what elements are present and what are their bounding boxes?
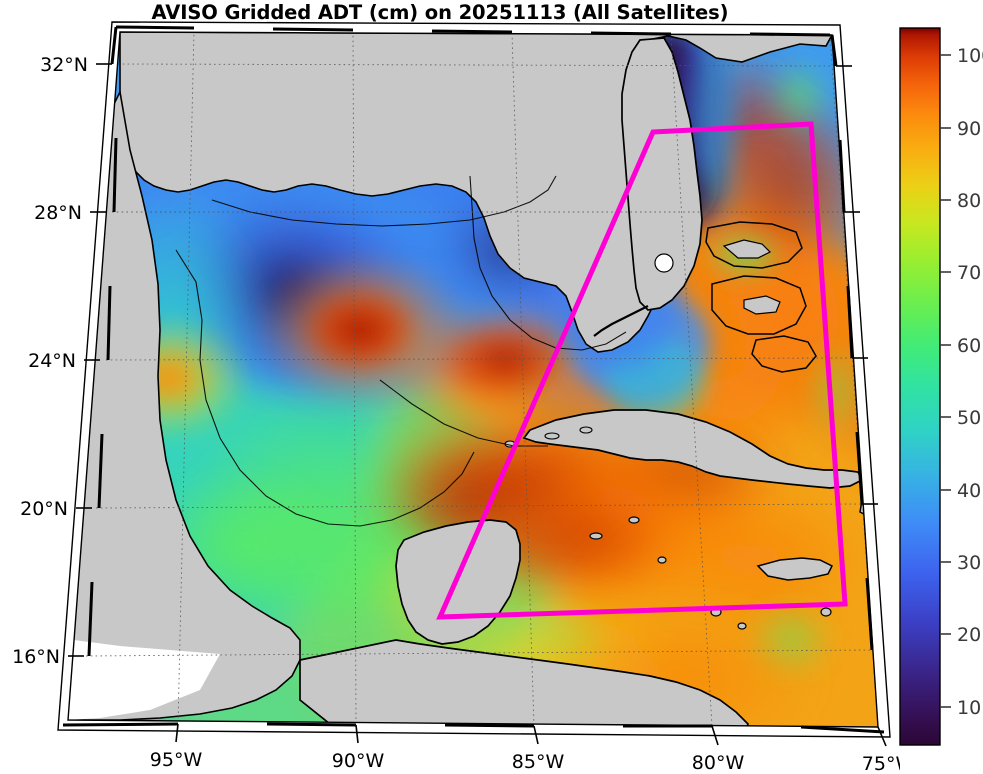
map-panel: 32°N 28°N 24°N 20°N 16°N 95°W 90°W 85°W …: [12, 21, 900, 774]
land-cuba: [522, 409, 864, 489]
colorbar-ticks: [940, 54, 951, 708]
lake-okeechobee: [654, 253, 674, 273]
cb-tick-40: 40: [957, 480, 981, 502]
bathymetry-contours: [175, 175, 627, 527]
x-tick-85w: 85°W: [512, 751, 565, 773]
land-florida: [621, 37, 703, 311]
colorbar-gradient: [899, 27, 941, 746]
cb-tick-80: 80: [957, 190, 981, 212]
x-tick-80w: 80°W: [692, 752, 745, 774]
y-axis-tick-labels: 32°N 28°N 24°N 20°N 16°N: [12, 54, 88, 668]
x-tick-75w: 75°W: [862, 753, 900, 774]
colorbar-panel: 100 90 80 70 60 50 40 30 20 10: [893, 0, 983, 774]
cb-tick-50: 50: [957, 407, 981, 429]
landmasses: [68, 32, 878, 727]
land-jamaica: [756, 557, 834, 581]
y-tick-16n: 16°N: [12, 646, 60, 668]
analysis-region-box: [436, 121, 848, 620]
cb-tick-20: 20: [957, 624, 981, 646]
colorbar-tick-labels: 100 90 80 70 60 50 40 30 20 10: [957, 45, 983, 719]
map-frame: [57, 21, 891, 747]
land-florida-keys: [593, 305, 649, 337]
land-mexico-coast: [68, 89, 301, 721]
cb-tick-70: 70: [957, 262, 981, 284]
small-islands: [589, 516, 832, 630]
graticule: [85, 32, 878, 727]
y-tick-32n: 32°N: [40, 54, 88, 76]
bahama-islands: [722, 239, 781, 315]
x-axis-tick-labels: 95°W 90°W 85°W 80°W 75°W: [150, 749, 900, 774]
colorbar-canvas: 100 90 80 70 60 50 40 30 20 10: [899, 27, 983, 746]
cb-tick-60: 60: [957, 335, 981, 357]
y-tick-28n: 28°N: [34, 202, 82, 224]
cb-tick-30: 30: [957, 552, 981, 574]
y-tick-20n: 20°N: [20, 498, 68, 520]
cb-tick-10: 10: [957, 697, 981, 719]
cb-tick-100: 100: [957, 45, 983, 67]
nodata-wedge: [68, 640, 220, 720]
y-tick-24n: 24°N: [28, 350, 76, 372]
x-tick-95w: 95°W: [150, 749, 203, 771]
cb-tick-90: 90: [957, 118, 981, 140]
map-canvas: 32°N 28°N 24°N 20°N 16°N 95°W 90°W 85°W …: [12, 21, 900, 774]
x-tick-90w: 90°W: [332, 750, 385, 772]
chart-title: AVISO Gridded ADT (cm) on 20251113 (All …: [151, 1, 729, 24]
